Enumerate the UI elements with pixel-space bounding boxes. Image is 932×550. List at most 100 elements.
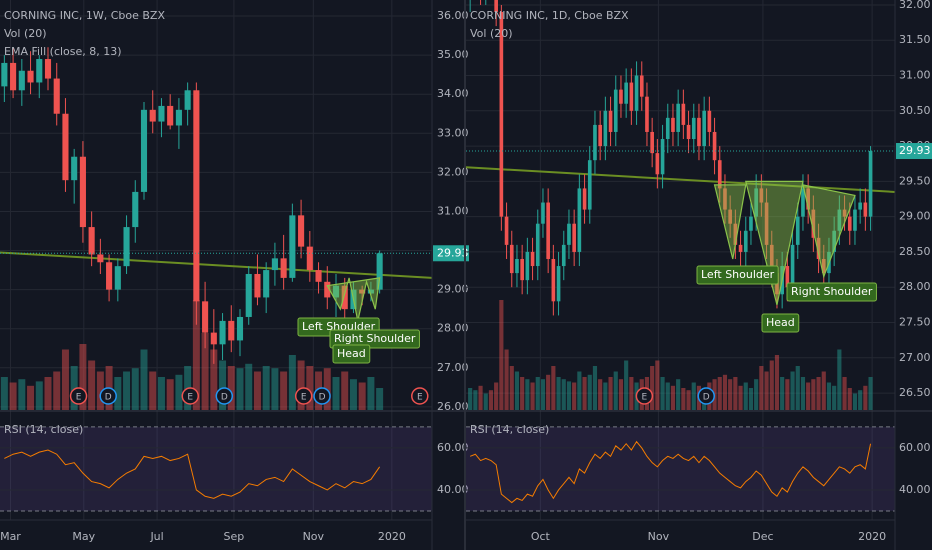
volume-bar xyxy=(816,377,821,410)
volume-bar xyxy=(624,360,629,410)
event-marker xyxy=(635,387,654,405)
y-tick-label: 28.00 xyxy=(899,280,931,293)
volume-bar xyxy=(478,385,483,410)
candle-body xyxy=(97,254,104,263)
x-tick-label: 2020 xyxy=(378,530,406,543)
candle-body xyxy=(535,223,540,267)
annotation-box xyxy=(786,282,877,302)
candle-body xyxy=(785,266,790,288)
candle-body xyxy=(132,191,139,228)
volume-bar xyxy=(520,377,525,410)
candle-body xyxy=(210,332,217,345)
volume-bar xyxy=(358,382,366,410)
y-tick-label: 35.00 xyxy=(437,48,469,61)
rsi-tick-label: 40.00 xyxy=(899,483,931,496)
volume-bar xyxy=(826,382,832,410)
candle-body xyxy=(509,244,514,274)
candle-body xyxy=(691,117,696,140)
y-tick-label: 27.50 xyxy=(899,315,931,328)
chart-title: CORNING INC, 1D, Cboe BZX xyxy=(470,9,629,22)
volume-bar xyxy=(743,382,748,410)
volume-bar xyxy=(821,371,826,410)
candle-body xyxy=(167,105,174,126)
volume-bar xyxy=(795,366,800,410)
candle-body xyxy=(10,62,17,91)
volume-bar xyxy=(655,360,660,410)
volume-bar xyxy=(227,366,235,410)
volume-bar xyxy=(166,379,174,410)
volume-bar xyxy=(629,377,634,410)
chart-title: CORNING INC, 1W, Cboe BZX xyxy=(4,9,165,22)
y-tick-label: 32.00 xyxy=(437,165,469,178)
candle-body xyxy=(556,266,561,302)
volume-bar xyxy=(598,379,603,410)
candle-body xyxy=(712,131,717,161)
last-price-label: 29.93 xyxy=(437,246,469,259)
volume-bar xyxy=(210,349,218,410)
candle-body xyxy=(114,266,121,290)
last-price-box xyxy=(433,245,469,262)
volume-bar xyxy=(509,366,514,410)
candle-body xyxy=(520,258,524,281)
event-marker xyxy=(69,387,88,405)
volume-bar xyxy=(253,371,261,410)
candle-body xyxy=(193,90,200,302)
volume-bar xyxy=(577,371,582,410)
volume-bar xyxy=(863,385,868,410)
candle-body xyxy=(629,82,634,111)
volume-bar xyxy=(811,379,816,410)
candle-body xyxy=(811,209,816,238)
y-tick-label: 30.50 xyxy=(899,104,931,117)
annotation: Right Shoulder xyxy=(334,332,416,345)
y-tick-label: 33.00 xyxy=(437,126,469,139)
volume-legend: Vol (20) xyxy=(470,27,513,40)
volume-bar xyxy=(96,371,104,410)
candle-body xyxy=(806,188,810,210)
candle-body xyxy=(306,246,313,271)
candle-body xyxy=(184,90,191,110)
volume-bar xyxy=(149,371,157,410)
candle-body xyxy=(686,124,691,140)
volume-bar xyxy=(262,366,270,410)
volume-bar xyxy=(592,366,598,410)
volume-bar xyxy=(858,390,863,410)
candle-body xyxy=(707,110,712,132)
volume-bar xyxy=(764,371,769,410)
x-tick-label: May xyxy=(72,530,95,543)
candle-body xyxy=(494,0,498,12)
annotation-box xyxy=(696,265,779,285)
volume-bar xyxy=(546,374,551,410)
candle-body xyxy=(858,202,862,210)
volume-bar xyxy=(525,379,530,410)
volume-bar xyxy=(774,355,780,410)
volume-bar xyxy=(748,388,754,410)
event-label: E xyxy=(76,393,82,403)
volume-bar xyxy=(376,388,384,410)
y-tick-label: 28.00 xyxy=(437,322,469,335)
event-label: D xyxy=(319,393,326,403)
last-price-box xyxy=(896,143,932,160)
candle-body xyxy=(650,131,654,154)
volume-bar xyxy=(769,360,774,410)
volume-bar xyxy=(847,388,852,410)
candle-body xyxy=(842,209,847,217)
candle-body xyxy=(759,188,764,203)
candle-body xyxy=(504,216,509,245)
y-tick-label: 31.00 xyxy=(437,204,469,217)
candle-body xyxy=(619,89,623,104)
volume-bar xyxy=(806,382,811,410)
y-tick-label: 36.00 xyxy=(437,9,469,22)
volume-bar xyxy=(618,379,624,410)
candle-body xyxy=(158,105,165,122)
volume-bar xyxy=(140,349,148,410)
event-label: E xyxy=(301,393,307,403)
candle-body xyxy=(62,113,69,181)
volume-bar xyxy=(297,360,305,410)
volume-bar xyxy=(367,377,375,410)
volume-bar xyxy=(733,377,738,410)
volume-bar xyxy=(738,385,743,410)
event-marker xyxy=(99,387,117,405)
candle-body xyxy=(587,160,592,210)
annotation: Head xyxy=(337,347,366,360)
